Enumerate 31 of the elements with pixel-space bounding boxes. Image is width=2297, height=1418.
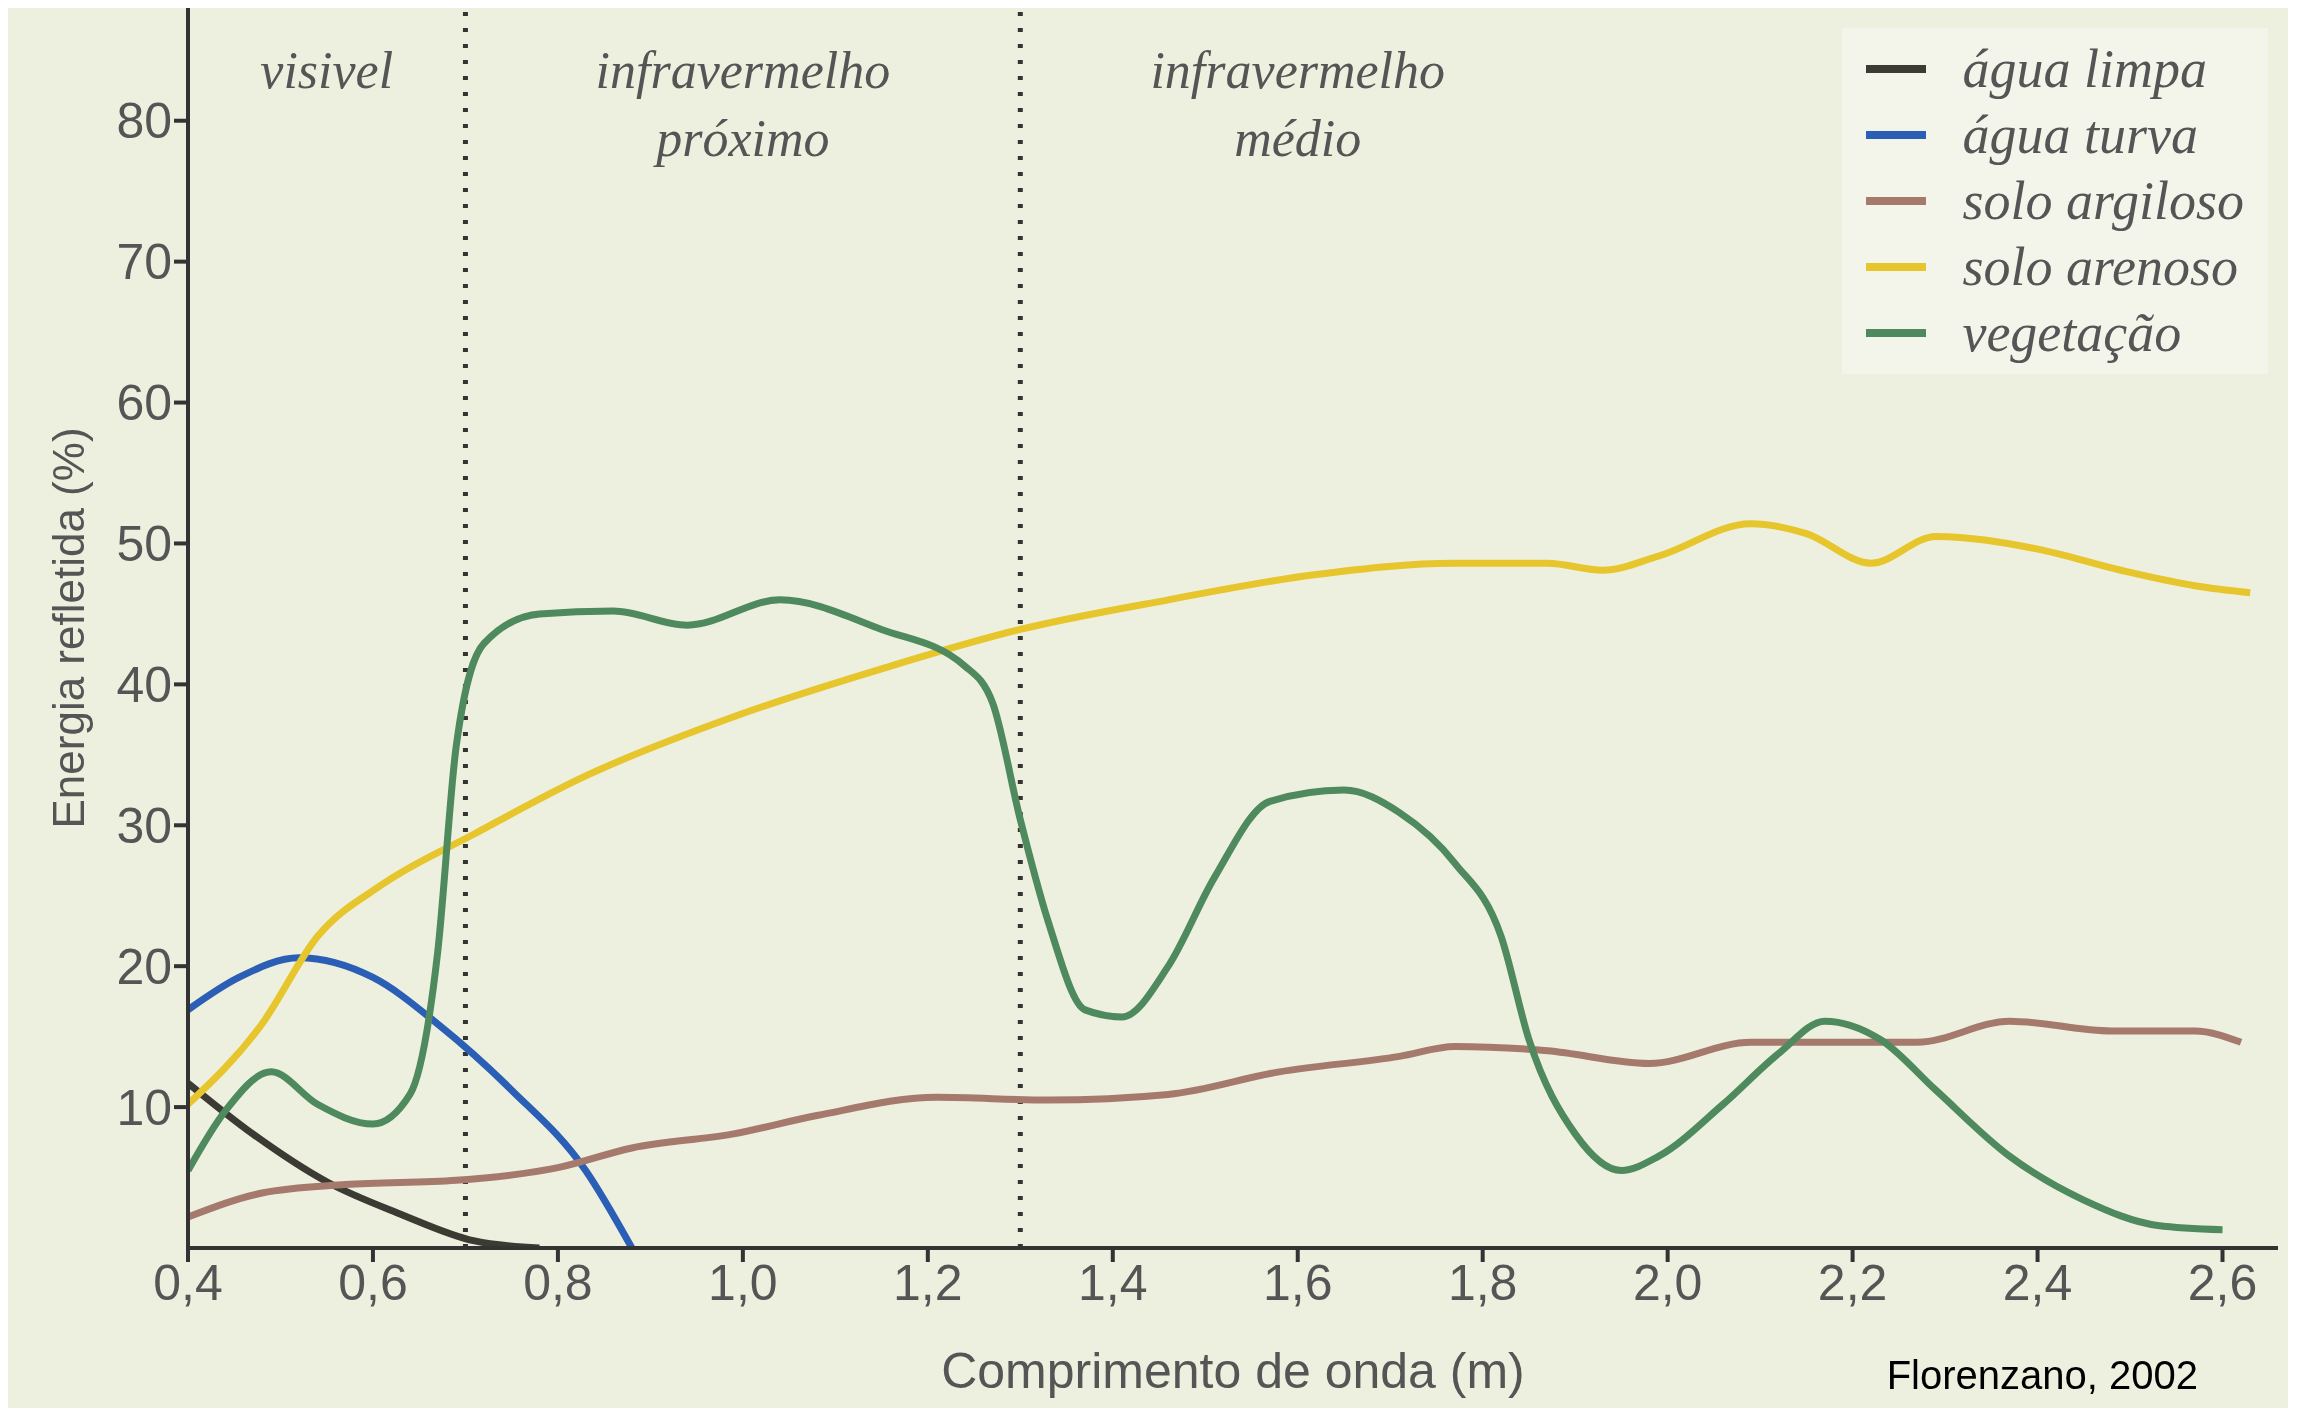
- y-tick-label: 50: [116, 516, 172, 573]
- x-tick-label: 1,2: [893, 1254, 963, 1311]
- x-tick-label: 0,8: [523, 1254, 593, 1311]
- text: Florenzano, 2002: [1886, 1353, 2198, 1398]
- x-tick-label: 2,6: [2187, 1254, 2258, 1311]
- y-tick-label: 80: [116, 93, 172, 150]
- y-tick-label: 30: [116, 798, 172, 855]
- y-tick-label: 70: [116, 234, 172, 291]
- legend-label: vegetação: [1962, 302, 2182, 365]
- x-tick-label: 0,4: [153, 1254, 223, 1311]
- x-tick-label: 1,4: [1078, 1254, 1148, 1311]
- legend-label: água limpa: [1962, 38, 2207, 101]
- x-tick-label: 1,8: [1447, 1254, 1518, 1311]
- y-tick-label: 40: [116, 657, 172, 714]
- x-axis-title: Comprimento de onda (m): [941, 1343, 1525, 1399]
- y-tick-label: 20: [116, 938, 172, 995]
- legend-label: solo argiloso: [1962, 170, 2244, 233]
- legend-label: água turva: [1962, 104, 2198, 167]
- x-tick-label: 2,4: [2002, 1254, 2073, 1311]
- y-tick-label: 10: [116, 1079, 172, 1136]
- x-tick-label: 0,6: [338, 1254, 408, 1311]
- y-axis-title: Energia refletida (%): [43, 427, 93, 829]
- x-tick-label: 2,0: [1632, 1254, 1703, 1311]
- annotation: infravermelho próximo: [595, 42, 891, 167]
- x-tick-label: 1,6: [1262, 1254, 1333, 1311]
- x-tick-label: 2,2: [1817, 1254, 1888, 1311]
- legend-label: solo arenoso: [1962, 236, 2238, 299]
- annotation: infravermelho médio: [1150, 42, 1446, 167]
- x-tick-label: 1,0: [708, 1254, 778, 1311]
- annotation: visivel: [260, 42, 394, 99]
- y-tick-label: 60: [116, 375, 172, 432]
